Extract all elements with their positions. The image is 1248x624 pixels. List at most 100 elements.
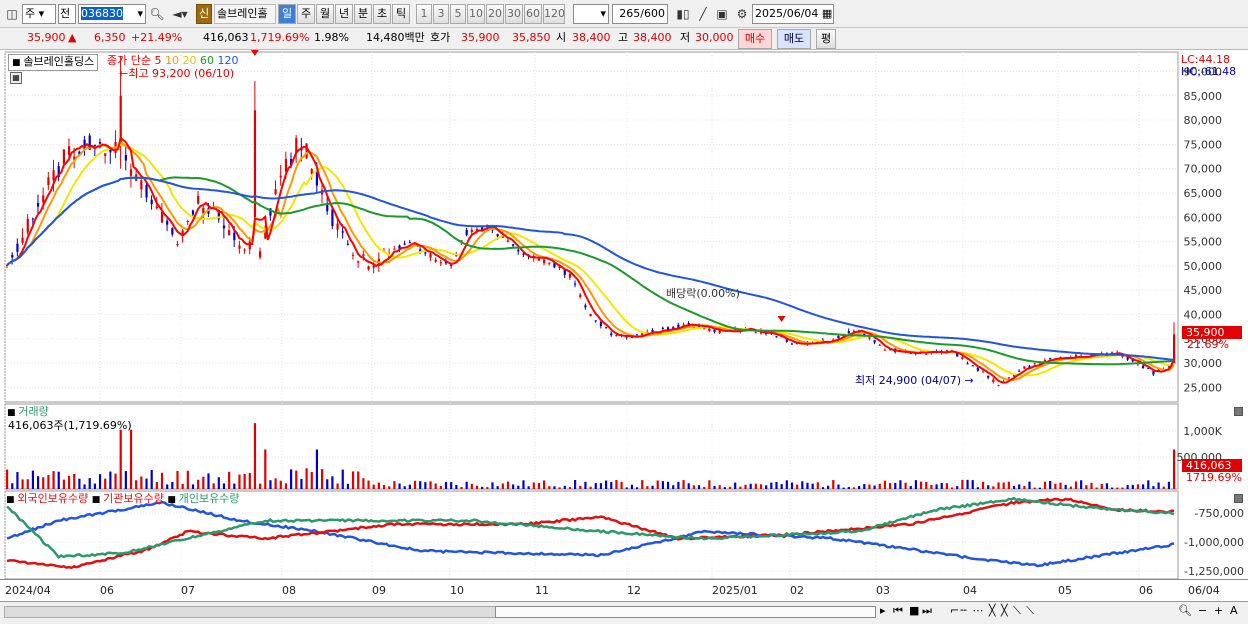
volume-bar: [346, 483, 350, 489]
chart-canvas[interactable]: 90,000 85,000 80,000 75,000 70,000 65,000 60,0…: [0, 49, 1248, 621]
first-page-icon[interactable]: ⏮: [893, 604, 903, 617]
volume-bar: [1121, 487, 1124, 489]
draw-tool-icon[interactable]: ╱: [699, 7, 707, 21]
interval-button[interactable]: 20: [486, 4, 504, 24]
volume-bar: [78, 478, 81, 489]
stock-title-box[interactable]: ■ 솔브레인홀딩스: [8, 54, 99, 71]
zoom-icon[interactable]: 🔍︎: [1178, 604, 1192, 617]
candle-type-icon[interactable]: ▮▯: [676, 7, 690, 21]
candle-body: [150, 199, 153, 205]
interval-select[interactable]: ▾: [573, 4, 609, 24]
font-size-icon[interactable]: A: [1230, 604, 1238, 617]
candle-body: [269, 208, 272, 216]
ma120-line: [6, 176, 1174, 361]
volume-bar: [744, 484, 747, 489]
volume-bar: [1090, 482, 1093, 489]
volume-bar: [914, 480, 918, 489]
holding-panel-close-icon[interactable]: [1234, 494, 1243, 503]
candle-body: [129, 169, 133, 176]
volume-bar: [1162, 486, 1165, 489]
volume-bar: [677, 481, 680, 489]
turnover-rate: 1.98%: [314, 31, 349, 44]
candle-body: [197, 196, 200, 204]
buy-button[interactable]: 매수: [738, 29, 772, 49]
last-page-icon[interactable]: ⏭: [922, 604, 932, 617]
interval-button[interactable]: 1: [416, 4, 432, 24]
gear-icon[interactable]: ⚙: [736, 7, 748, 21]
volume-bar: [460, 487, 463, 489]
volume-bar: [883, 480, 887, 489]
volume-bar: [228, 471, 231, 489]
search-icon[interactable]: 🔍︎: [149, 7, 165, 21]
ma-legend-60: 60: [199, 54, 214, 67]
volume-panel-close-icon[interactable]: [1234, 407, 1243, 416]
zoom-out-icon[interactable]: −: [1198, 604, 1208, 617]
volume-bar: [945, 483, 948, 489]
volume-note: 416,063주(1,719.69%): [8, 419, 132, 432]
scroll-thumb[interactable]: [495, 606, 876, 618]
volume-bar: [806, 482, 809, 489]
volume-bar: [651, 485, 654, 489]
average-button[interactable]: 평: [816, 29, 836, 49]
ma60-line: [6, 176, 1175, 366]
volume-bar: [465, 481, 468, 489]
candle-body: [93, 144, 96, 147]
stock-code-input[interactable]: 036830 ▾: [78, 4, 146, 24]
x-right-date: 06/04: [1188, 584, 1220, 597]
count-input[interactable]: 265/600: [612, 4, 668, 24]
volume-bar: [1059, 482, 1062, 489]
interval-button[interactable]: 10: [467, 4, 485, 24]
low-note: 최저 24,900 (04/07) →: [855, 374, 974, 387]
candle-body: [57, 166, 60, 178]
period-button[interactable]: 년: [335, 4, 353, 24]
period-button[interactable]: 초: [373, 4, 391, 24]
interval-button[interactable]: 120: [543, 4, 565, 24]
speaker-icon[interactable]: ◄▾: [172, 7, 188, 21]
candle-body: [1007, 377, 1010, 379]
candle-body: [888, 349, 892, 351]
period-button[interactable]: 분: [354, 4, 372, 24]
period-button[interactable]: 일: [278, 4, 296, 24]
interval-button[interactable]: 5: [450, 4, 466, 24]
volume-bar: [207, 473, 210, 489]
candle-body: [11, 254, 14, 258]
volume-bar: [336, 483, 339, 489]
period-unit-select[interactable]: 주 ▾: [22, 4, 56, 24]
prev-select[interactable]: 전: [58, 4, 76, 24]
period-button[interactable]: 월: [316, 4, 334, 24]
sell-button[interactable]: 매도: [777, 29, 811, 49]
stop-icon[interactable]: ■: [909, 604, 920, 617]
date-input[interactable]: 2025/06/04 ▦: [752, 4, 834, 24]
volume-bar: [145, 478, 148, 489]
crosshair-tools-icon[interactable]: ⌐╌ ⋯ ╳ ╳ ⟍ ⟍: [950, 604, 1035, 617]
ma10-line: [6, 140, 1175, 382]
volume-bar: [1100, 483, 1103, 489]
ma-legend: 종가 단순 5 10 20 60 120: [107, 54, 238, 67]
zoom-in-icon[interactable]: +: [1214, 604, 1224, 617]
x-tick-label: 02: [790, 584, 804, 597]
hoga-label: 호가: [430, 31, 451, 44]
interval-button[interactable]: 60: [524, 4, 542, 24]
candle-body: [444, 261, 448, 264]
candle-body: [971, 365, 974, 367]
volume-bar: [310, 471, 313, 489]
panel-grid-icon[interactable]: ▦: [10, 72, 22, 84]
candle-body: [672, 327, 675, 329]
layout-icon[interactable]: ◫: [6, 7, 18, 21]
volume-bar: [1012, 486, 1016, 489]
volume-bar: [821, 487, 825, 489]
candle-body: [403, 243, 406, 245]
interval-button[interactable]: 30: [505, 4, 523, 24]
candle-body: [52, 170, 55, 181]
save-icon[interactable]: ▣: [716, 7, 728, 21]
period-button[interactable]: 틱: [392, 4, 410, 24]
period-button[interactable]: 주: [297, 4, 315, 24]
candle-body: [31, 218, 35, 220]
ask-price: 35,900: [461, 31, 500, 44]
interval-button[interactable]: 3: [433, 4, 449, 24]
volume-bar: [878, 483, 881, 489]
volume-bar: [16, 472, 19, 489]
scroll-right-icon[interactable]: ▸: [880, 604, 886, 617]
volume-bar: [940, 483, 943, 489]
volume-bar: [1049, 480, 1052, 489]
